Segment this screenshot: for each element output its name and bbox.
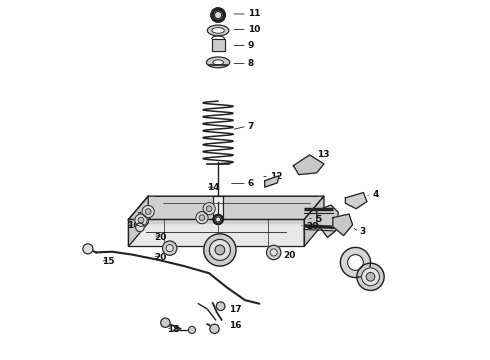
Text: 3: 3 bbox=[360, 228, 366, 237]
Text: 6: 6 bbox=[248, 179, 254, 188]
Bar bbox=[212, 39, 224, 50]
Circle shape bbox=[362, 268, 379, 286]
Circle shape bbox=[204, 234, 236, 266]
Circle shape bbox=[209, 239, 230, 260]
Polygon shape bbox=[304, 196, 324, 246]
Ellipse shape bbox=[207, 25, 229, 36]
Circle shape bbox=[267, 245, 281, 260]
Circle shape bbox=[188, 326, 196, 333]
Circle shape bbox=[357, 263, 384, 291]
Text: 17: 17 bbox=[229, 305, 242, 314]
Circle shape bbox=[135, 214, 147, 226]
Polygon shape bbox=[128, 196, 324, 220]
Polygon shape bbox=[214, 196, 223, 218]
Text: 17: 17 bbox=[136, 212, 148, 221]
Text: 2: 2 bbox=[360, 260, 366, 269]
Text: 18: 18 bbox=[167, 325, 180, 334]
Polygon shape bbox=[148, 196, 324, 223]
Text: 19: 19 bbox=[207, 248, 220, 257]
Text: 15: 15 bbox=[101, 257, 114, 266]
Text: 4: 4 bbox=[372, 190, 379, 199]
Text: 7: 7 bbox=[248, 122, 254, 131]
Circle shape bbox=[341, 247, 370, 278]
Circle shape bbox=[203, 203, 215, 215]
Text: 16: 16 bbox=[229, 321, 242, 330]
Text: 1: 1 bbox=[372, 281, 379, 290]
Text: 13: 13 bbox=[317, 150, 329, 159]
Text: 12: 12 bbox=[270, 172, 283, 181]
Ellipse shape bbox=[212, 28, 224, 33]
Ellipse shape bbox=[213, 60, 223, 65]
Polygon shape bbox=[294, 155, 324, 175]
Polygon shape bbox=[333, 214, 353, 235]
Text: 20: 20 bbox=[283, 251, 295, 260]
Text: 14: 14 bbox=[207, 183, 219, 192]
Text: 20: 20 bbox=[154, 233, 167, 242]
Circle shape bbox=[366, 273, 375, 281]
Polygon shape bbox=[317, 205, 338, 237]
Text: 9: 9 bbox=[248, 41, 254, 50]
Circle shape bbox=[138, 217, 144, 223]
Circle shape bbox=[166, 244, 173, 252]
Text: 20: 20 bbox=[306, 222, 318, 231]
Circle shape bbox=[347, 255, 364, 270]
Circle shape bbox=[216, 302, 225, 311]
Polygon shape bbox=[345, 193, 367, 209]
Circle shape bbox=[146, 209, 151, 215]
Circle shape bbox=[161, 318, 170, 327]
Circle shape bbox=[142, 206, 154, 218]
Circle shape bbox=[206, 206, 212, 212]
Circle shape bbox=[213, 215, 223, 225]
Circle shape bbox=[215, 12, 221, 19]
Circle shape bbox=[270, 249, 277, 256]
Circle shape bbox=[210, 324, 219, 333]
Circle shape bbox=[211, 8, 225, 22]
Circle shape bbox=[163, 241, 177, 255]
Circle shape bbox=[83, 244, 93, 254]
Circle shape bbox=[216, 217, 220, 222]
Polygon shape bbox=[128, 196, 148, 246]
Circle shape bbox=[215, 245, 225, 255]
Text: 10: 10 bbox=[248, 25, 260, 34]
Text: 16: 16 bbox=[126, 221, 139, 230]
Text: 8: 8 bbox=[248, 59, 254, 68]
Text: 11: 11 bbox=[248, 9, 260, 18]
Polygon shape bbox=[128, 220, 304, 246]
Circle shape bbox=[196, 212, 208, 224]
Text: 20: 20 bbox=[154, 253, 166, 262]
Circle shape bbox=[199, 215, 205, 221]
Bar bbox=[212, 39, 224, 50]
Text: 5: 5 bbox=[315, 215, 321, 224]
Polygon shape bbox=[265, 176, 279, 187]
Ellipse shape bbox=[206, 57, 230, 68]
Circle shape bbox=[136, 223, 144, 231]
